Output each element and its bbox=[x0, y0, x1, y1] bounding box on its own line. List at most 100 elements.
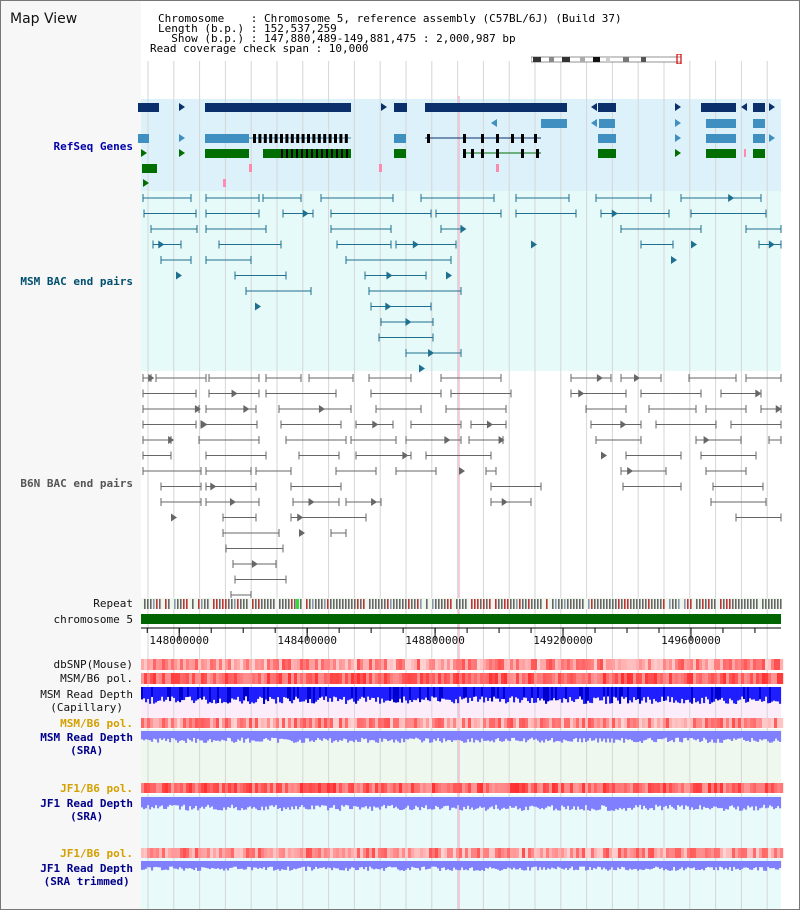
jf1-depth-trim-bar bbox=[375, 861, 378, 869]
exon-block bbox=[263, 134, 267, 143]
track-label-msm-b6-pol-2[interactable]: MSM/B6 pol. bbox=[60, 717, 133, 730]
jf1-b6-pol-2-heat-cell bbox=[285, 848, 289, 858]
track-label-dbsnp[interactable]: dbSNP(Mouse) bbox=[53, 658, 133, 671]
jf1-depth-trim-bar bbox=[205, 861, 208, 868]
jf1-depth-sra-bar bbox=[751, 797, 754, 807]
jf1-b6-pol-heat-cell bbox=[324, 783, 328, 793]
jf1-depth-sra-bar bbox=[405, 797, 408, 808]
jf1-depth-sra-bar bbox=[299, 797, 302, 807]
jf1-depth-trim-bar bbox=[613, 861, 616, 870]
jf1-b6-pol-heat-cell bbox=[381, 783, 385, 793]
jf1-depth-trim-bar bbox=[243, 861, 246, 870]
jf1-b6-pol-2-heat-cell bbox=[477, 848, 481, 858]
track-label-refseq-genes[interactable]: RefSeq Genes bbox=[53, 140, 133, 153]
dbsnp-heat-cell bbox=[291, 659, 295, 670]
jf1-depth-sra-bar bbox=[307, 797, 310, 810]
jf1-depth-sra-bar bbox=[773, 797, 776, 810]
track-label-repeat[interactable]: Repeat bbox=[93, 597, 133, 610]
jf1-depth-sra-bar bbox=[293, 797, 296, 810]
jf1-b6-pol-heat-cell bbox=[438, 783, 442, 793]
jf1-depth-sra-bar bbox=[575, 797, 578, 810]
msm-b6-pol-heat-cell bbox=[366, 673, 370, 684]
track-label-chromosome[interactable]: chromosome 5 bbox=[53, 613, 133, 626]
msm-depth-sra-bar bbox=[533, 731, 536, 740]
jf1-depth-sra-bar bbox=[287, 797, 290, 808]
jf1-b6-pol-2-heat-cell bbox=[555, 848, 559, 858]
jf1-depth-sra-bar bbox=[517, 797, 520, 810]
msm-b6-pol-heat-cell bbox=[348, 673, 352, 684]
dbsnp-heat-cell bbox=[759, 659, 763, 670]
track-label-msm-read-depth-sra[interactable]: MSM Read Depth (SRA) bbox=[40, 731, 133, 757]
track-label-jf1-read-depth-sra[interactable]: JF1 Read Depth (SRA) bbox=[40, 797, 133, 823]
jf1-depth-trim-bar bbox=[699, 861, 702, 870]
jf1-depth-trim-bar bbox=[349, 861, 352, 869]
jf1-depth-trim-bar bbox=[263, 861, 266, 868]
jf1-depth-sra-bar bbox=[513, 797, 516, 808]
repeat-feature bbox=[396, 599, 398, 609]
track-label-msm-b6-pol[interactable]: MSM/B6 pol. bbox=[60, 672, 133, 685]
msm-b6-pol-heat-cell bbox=[753, 673, 757, 684]
msm-depth-cap-bar bbox=[151, 687, 154, 697]
msm-depth-sra-bar bbox=[481, 731, 484, 739]
jf1-depth-trim-bar bbox=[321, 861, 324, 868]
msm-depth-sra-bar bbox=[211, 731, 214, 743]
jf1-b6-pol-2-heat-cell bbox=[372, 848, 376, 858]
jf1-depth-trim-bar bbox=[371, 861, 374, 869]
jf1-b6-pol-heat-cell bbox=[723, 783, 727, 793]
dbsnp-heat-cell bbox=[720, 659, 724, 670]
jf1-b6-pol-2-heat-cell bbox=[606, 848, 610, 858]
chromosome-ideogram[interactable] bbox=[531, 54, 683, 64]
jf1-b6-pol-heat-cell bbox=[498, 783, 502, 793]
dbsnp-heat-cell bbox=[666, 659, 670, 670]
jf1-depth-sra-bar bbox=[607, 797, 610, 811]
msm-depth-sra-bar bbox=[329, 731, 332, 739]
track-label-b6n-bac[interactable]: B6N BAC end pairs bbox=[20, 477, 133, 490]
track-label-msm-bac[interactable]: MSM BAC end pairs bbox=[20, 275, 133, 288]
dbsnp-heat-cell bbox=[564, 659, 568, 670]
dbsnp-heat-cell bbox=[765, 659, 769, 670]
msm-depth-cap-bar bbox=[613, 687, 616, 697]
msm-depth-sra-bar bbox=[401, 731, 404, 739]
jf1-b6-pol-2-heat-cell bbox=[504, 848, 508, 858]
msm-depth-cap-bar bbox=[483, 687, 486, 703]
track-label-jf1-b6-pol[interactable]: JF1/B6 pol. bbox=[60, 782, 133, 795]
track-label-jf1-b6-pol-2[interactable]: JF1/B6 pol. bbox=[60, 847, 133, 860]
msm-b6-pol-2-heat-cell bbox=[210, 718, 214, 728]
dbsnp-heat-cell bbox=[723, 659, 727, 670]
repeat-feature bbox=[576, 599, 578, 609]
jf1-b6-pol-heat-cell bbox=[207, 783, 211, 793]
msm-depth-sra-bar bbox=[365, 731, 368, 739]
track-label-msm-read-depth-capillary[interactable]: MSM Read Depth (Capillary) bbox=[40, 688, 133, 714]
jf1-depth-trim-bar bbox=[455, 861, 458, 870]
msm-depth-cap-bar bbox=[385, 687, 388, 701]
jf1-depth-sra-bar bbox=[649, 797, 652, 809]
msm-b6-pol-heat-cell bbox=[762, 673, 766, 684]
track-label-jf1-read-depth-trimmed[interactable]: JF1 Read Depth (SRA trimmed) bbox=[40, 862, 133, 888]
msm-b6-pol-2-heat-cell bbox=[315, 718, 319, 728]
bac-end-marker bbox=[176, 271, 182, 280]
msm-depth-cap-bar bbox=[365, 687, 368, 702]
dbsnp-heat-cell bbox=[471, 659, 475, 670]
msm-b6-pol-heat-cell bbox=[204, 673, 208, 684]
jf1-b6-pol-heat-cell bbox=[186, 783, 190, 793]
dbsnp-heat-cell bbox=[324, 659, 328, 670]
repeat-feature bbox=[747, 599, 749, 609]
jf1-depth-sra-bar bbox=[383, 797, 386, 805]
msm-b6-pol-heat-cell bbox=[159, 673, 163, 684]
repeat-feature bbox=[687, 599, 689, 609]
jf1-depth-trim-bar bbox=[545, 861, 548, 870]
jf1-depth-sra-bar bbox=[653, 797, 656, 811]
jf1-depth-sra-bar bbox=[527, 797, 530, 811]
jf1-b6-pol-heat-cell bbox=[345, 783, 349, 793]
repeat-feature bbox=[351, 599, 353, 609]
jf1-b6-pol-2-heat-cell bbox=[519, 848, 523, 858]
jf1-b6-pol-heat-cell bbox=[411, 783, 415, 793]
exon-block bbox=[346, 149, 348, 158]
msm-depth-cap-bar bbox=[283, 687, 286, 698]
msm-b6-pol-2-heat-cell bbox=[489, 718, 493, 728]
msm-depth-cap-bar bbox=[653, 687, 656, 699]
jf1-depth-trim-bar bbox=[333, 861, 336, 868]
msm-depth-sra-bar bbox=[581, 731, 584, 743]
jf1-b6-pol-2-heat-cell bbox=[342, 848, 346, 858]
